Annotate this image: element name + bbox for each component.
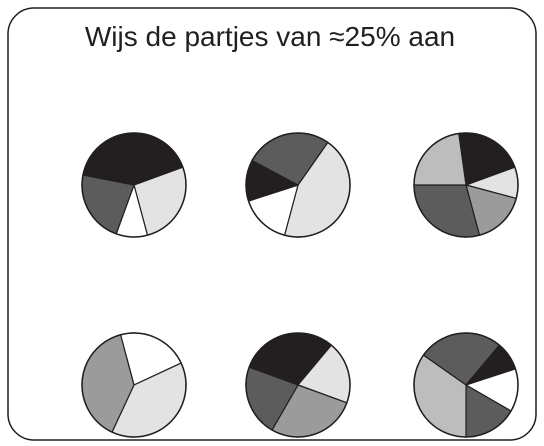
pie-outline	[245, 132, 351, 238]
pie[interactable]	[245, 332, 351, 438]
title: Wijs de partjes van ≈25% aan	[85, 21, 455, 52]
pie[interactable]	[413, 132, 519, 238]
pie-outline	[413, 332, 519, 438]
pies	[81, 132, 519, 438]
pie-outline	[413, 132, 519, 238]
pie[interactable]	[81, 332, 187, 438]
pie-outline	[81, 132, 187, 238]
pie-outline	[245, 332, 351, 438]
pie[interactable]	[81, 132, 187, 238]
pie[interactable]	[413, 332, 519, 438]
pie-outline	[81, 332, 187, 438]
pie[interactable]	[245, 132, 351, 238]
